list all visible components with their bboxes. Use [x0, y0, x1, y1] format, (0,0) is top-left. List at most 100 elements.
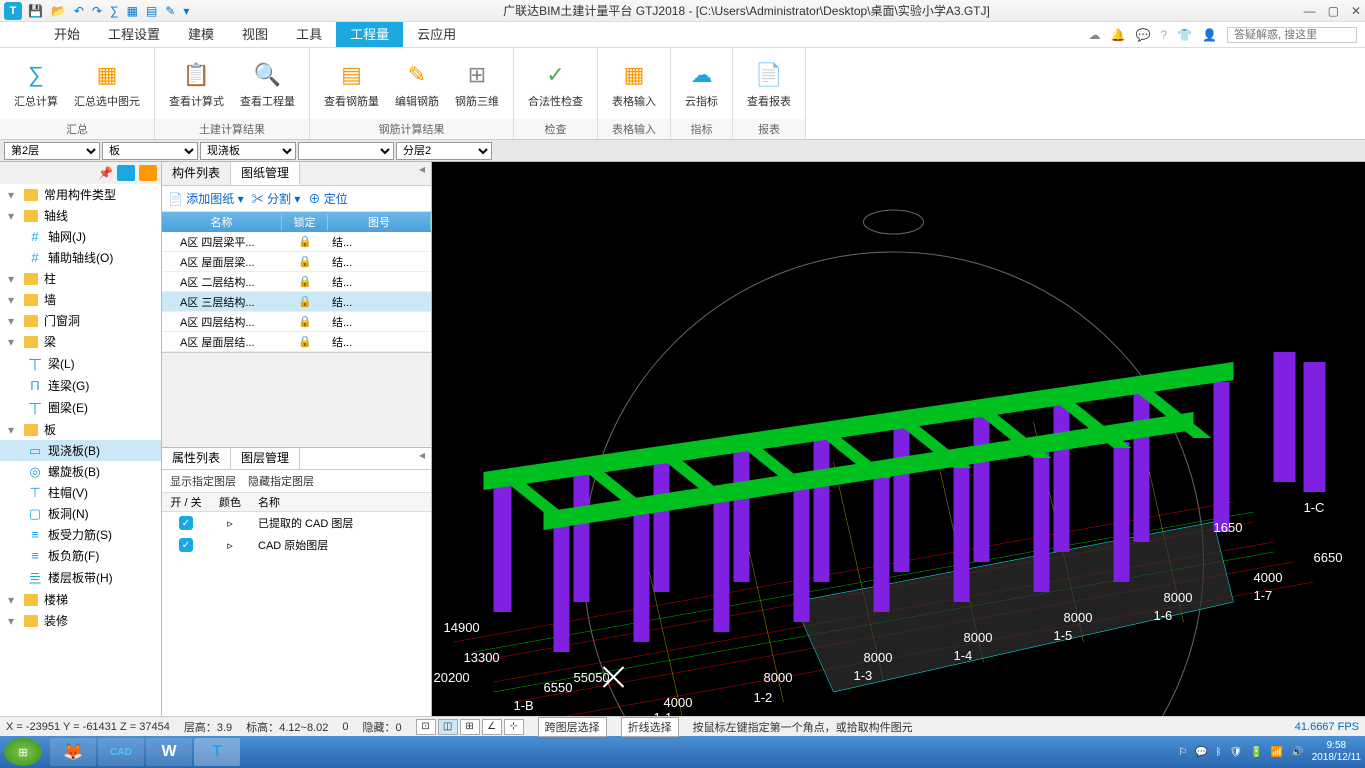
tree-常用构件类型[interactable]: ▾常用构件类型: [0, 184, 161, 205]
tray-volume-icon[interactable]: 🔊: [1291, 747, 1303, 758]
ribbon-汇总选中图元[interactable]: ▦汇总选中图元: [68, 57, 146, 111]
menu-3[interactable]: 视图: [228, 22, 282, 47]
drawing-row[interactable]: A区 四层梁平...🔒结...: [162, 232, 431, 252]
tab-properties[interactable]: 属性列表: [162, 448, 231, 469]
view-toggle-2[interactable]: [139, 165, 157, 181]
layer-select[interactable]: 分层2: [396, 142, 492, 160]
tree-圈梁(E)[interactable]: 丅圈梁(E): [0, 396, 161, 419]
menu-4[interactable]: 工具: [282, 22, 336, 47]
tab-components[interactable]: 构件列表: [162, 162, 231, 185]
cross-layer-select[interactable]: 跨图层选择: [538, 717, 607, 737]
qat-sigma-icon[interactable]: ∑: [110, 4, 119, 18]
drawing-row[interactable]: A区 二层结构...🔒结...: [162, 272, 431, 292]
name-select[interactable]: [298, 142, 394, 160]
ribbon-表格输入[interactable]: ▦表格输入: [606, 57, 662, 111]
maximize-button[interactable]: ▢: [1328, 4, 1339, 18]
menu-5[interactable]: 工程量: [336, 22, 403, 47]
status-btn-3[interactable]: ⊞: [460, 719, 480, 735]
tree-板[interactable]: ▾板: [0, 419, 161, 440]
tree-板受力筋(S)[interactable]: ≡板受力筋(S): [0, 524, 161, 545]
taskbar-wps[interactable]: W: [146, 738, 192, 766]
tree-楼层板带(H)[interactable]: 亖楼层板带(H): [0, 566, 161, 589]
show-layer-filter[interactable]: 显示指定图层: [170, 473, 236, 489]
menu-0[interactable]: 开始: [40, 22, 94, 47]
tree-梁[interactable]: ▾梁: [0, 331, 161, 352]
pin-icon[interactable]: 📌: [98, 166, 113, 180]
tree-连梁(G)[interactable]: Π连梁(G): [0, 375, 161, 396]
tab-drawings[interactable]: 图纸管理: [231, 162, 300, 185]
tree-轴线[interactable]: ▾轴线: [0, 205, 161, 226]
menu-1[interactable]: 工程设置: [94, 22, 174, 47]
tree-门窗洞[interactable]: ▾门窗洞: [0, 310, 161, 331]
drawing-grid[interactable]: A区 四层梁平...🔒结...A区 屋面层梁...🔒结...A区 二层结构...…: [162, 232, 431, 352]
tree-板负筋(F)[interactable]: ≡板负筋(F): [0, 545, 161, 566]
polyline-select[interactable]: 折线选择: [621, 717, 679, 737]
drawing-row[interactable]: A区 屋面层梁...🔒结...: [162, 252, 431, 272]
status-btn-1[interactable]: ⊡: [416, 719, 436, 735]
ribbon-云指标[interactable]: ☁云指标: [679, 57, 724, 111]
tree-柱帽(V)[interactable]: ⊤柱帽(V): [0, 482, 161, 503]
qat-edit-icon[interactable]: ✎: [165, 4, 175, 18]
tree-现浇板(B)[interactable]: ▭现浇板(B): [0, 440, 161, 461]
cloud-icon[interactable]: ☁: [1089, 28, 1101, 42]
tray-flag-icon[interactable]: ⚐: [1178, 747, 1187, 758]
panel-collapse-icon[interactable]: ◂: [413, 162, 431, 185]
type-select[interactable]: 现浇板: [200, 142, 296, 160]
menu-2[interactable]: 建模: [174, 22, 228, 47]
tree-墙[interactable]: ▾墙: [0, 289, 161, 310]
help-icon[interactable]: ?: [1160, 28, 1167, 42]
qat-grid-icon[interactable]: ▦: [127, 4, 138, 18]
status-btn-5[interactable]: ⊹: [504, 719, 524, 735]
drawing-row[interactable]: A区 四层结构...🔒结...: [162, 312, 431, 332]
close-button[interactable]: ✕: [1351, 4, 1361, 18]
3d-viewport[interactable]: 4000 8000 8000 8000 8000 8000 4000 6650 …: [432, 162, 1365, 716]
floor-select[interactable]: 第2层: [4, 142, 100, 160]
tray-shield-icon[interactable]: 🛡: [1230, 747, 1243, 758]
menu-6[interactable]: 云应用: [403, 22, 470, 47]
taskbar-cad[interactable]: CAD: [98, 738, 144, 766]
tree-轴网(J)[interactable]: #轴网(J): [0, 226, 161, 247]
qat-open-icon[interactable]: 📂: [51, 4, 66, 18]
qat-redo-icon[interactable]: ↷: [92, 4, 102, 18]
ribbon-查看计算式[interactable]: 📋查看计算式: [163, 57, 230, 111]
ribbon-合法性检查[interactable]: ✓合法性检查: [522, 57, 589, 111]
layer-collapse-icon[interactable]: ◂: [413, 448, 431, 469]
tray-bluetooth-icon[interactable]: ᛒ: [1216, 747, 1222, 758]
ribbon-汇总计算[interactable]: ∑汇总计算: [8, 57, 64, 111]
qat-save-icon[interactable]: 💾: [28, 4, 43, 18]
tree-柱[interactable]: ▾柱: [0, 268, 161, 289]
layer-row[interactable]: ✓▹CAD 原始图层: [162, 534, 431, 556]
tray-wechat-icon[interactable]: 💬: [1195, 747, 1207, 758]
drawing-row[interactable]: A区 三层结构...🔒结...: [162, 292, 431, 312]
tree-辅助轴线(O)[interactable]: #辅助轴线(O): [0, 247, 161, 268]
minimize-button[interactable]: —: [1304, 4, 1316, 18]
ribbon-查看工程量[interactable]: 🔍查看工程量: [234, 57, 301, 111]
drawing-row[interactable]: A区 屋面层结...🔒结...: [162, 332, 431, 352]
ribbon-查看报表[interactable]: 📄查看报表: [741, 57, 797, 111]
shirt-icon[interactable]: 👕: [1177, 28, 1192, 42]
tree-梁(L)[interactable]: 丅梁(L): [0, 352, 161, 375]
taskbar-gtj[interactable]: T: [194, 738, 240, 766]
tree-楼梯[interactable]: ▾楼梯: [0, 589, 161, 610]
qat-report-icon[interactable]: ▤: [146, 4, 157, 18]
category-select[interactable]: 板: [102, 142, 198, 160]
tree-螺旋板(B)[interactable]: ◎螺旋板(B): [0, 461, 161, 482]
user-icon[interactable]: 👤: [1202, 28, 1217, 42]
qat-undo-icon[interactable]: ↶: [74, 4, 84, 18]
tray-battery-icon[interactable]: 🔋: [1250, 747, 1262, 758]
ribbon-编辑钢筋[interactable]: ✎编辑钢筋: [389, 57, 445, 111]
start-button[interactable]: ⊞: [4, 738, 42, 766]
layer-row[interactable]: ✓▹已提取的 CAD 图层: [162, 512, 431, 534]
search-input[interactable]: [1227, 27, 1357, 43]
tray-wifi-icon[interactable]: 📶: [1271, 747, 1283, 758]
chat-icon[interactable]: 💬: [1135, 28, 1150, 42]
tree-装修[interactable]: ▾装修: [0, 610, 161, 631]
hide-layer-filter[interactable]: 隐藏指定图层: [248, 473, 314, 489]
bell-icon[interactable]: 🔔: [1111, 28, 1126, 42]
ribbon-钢筋三维[interactable]: ⊞钢筋三维: [449, 57, 505, 111]
status-btn-4[interactable]: ∠: [482, 719, 502, 735]
taskbar-firefox[interactable]: 🦊: [50, 738, 96, 766]
component-tree[interactable]: ▾常用构件类型▾轴线#轴网(J)#辅助轴线(O)▾柱▾墙▾门窗洞▾梁丅梁(L)Π…: [0, 184, 161, 716]
tree-板洞(N)[interactable]: ▢板洞(N): [0, 503, 161, 524]
add-drawing-button[interactable]: 📄 添加图纸 ▾: [168, 190, 244, 207]
